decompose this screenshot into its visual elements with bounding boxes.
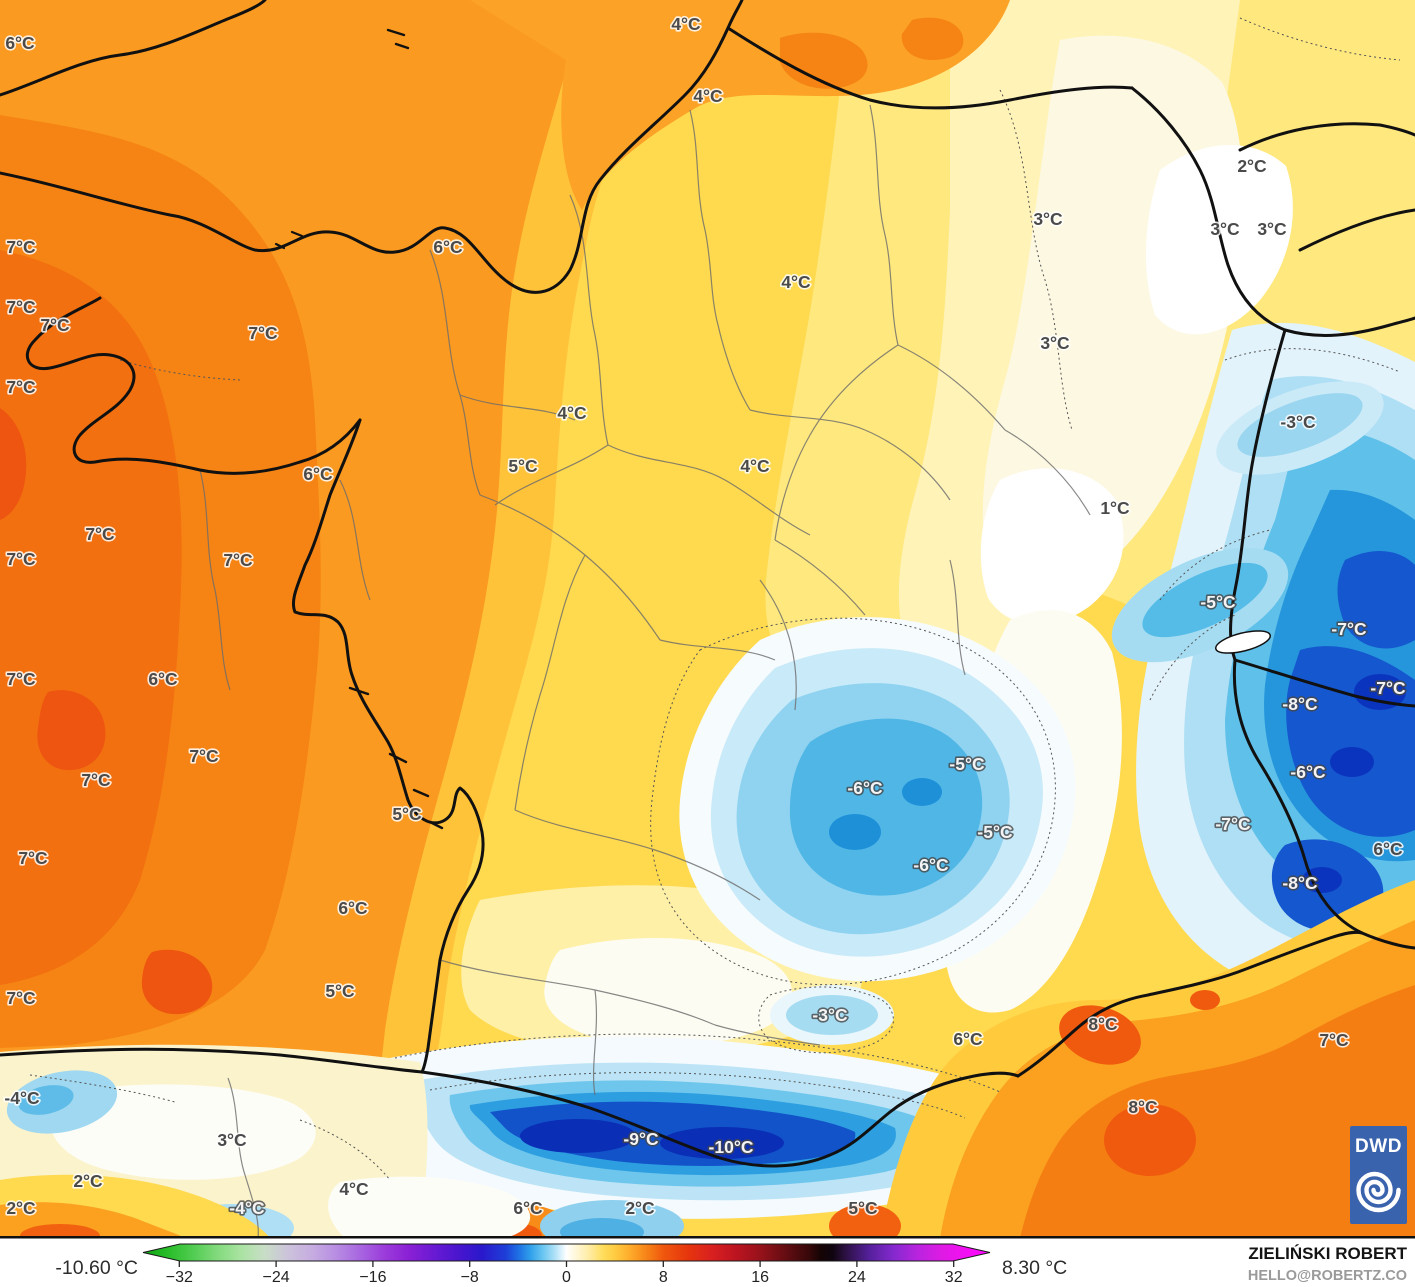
temp-label: 1°C xyxy=(1100,498,1130,518)
temp-label: 7°C xyxy=(81,770,111,790)
temp-label: 4°C xyxy=(781,272,811,292)
temp-label: 2°C xyxy=(6,1198,36,1218)
temp-label: 3°C xyxy=(217,1130,247,1150)
map-bottom-frame xyxy=(0,1236,1415,1239)
color-scale-bar xyxy=(142,1243,991,1262)
temp-label: 6°C xyxy=(148,669,178,689)
temp-label: 3°C xyxy=(1040,333,1070,353)
attribution: ZIELIŃSKI ROBERT HELLO@ROBERTZ.CO xyxy=(1248,1244,1408,1284)
temp-label: -5°C xyxy=(949,754,985,774)
temp-label: -6°C xyxy=(847,778,883,798)
temp-label: -3°C xyxy=(812,1005,848,1025)
temp-label: -6°C xyxy=(1290,762,1326,782)
temp-label: 4°C xyxy=(339,1179,369,1199)
temp-label: 6°C xyxy=(433,237,463,257)
lake-geneva xyxy=(1214,630,1272,654)
temp-label: -8°C xyxy=(1282,694,1318,714)
scale-tick-label: 16 xyxy=(751,1269,769,1286)
temp-label: -4°C xyxy=(4,1088,40,1108)
temp-label: 5°C xyxy=(392,804,422,824)
temp-label: 3°C xyxy=(1257,219,1287,239)
temp-label: 4°C xyxy=(693,86,723,106)
temp-label: 7°C xyxy=(40,315,70,335)
temp-label: -7°C xyxy=(1215,814,1251,834)
temp-label: -10°C xyxy=(709,1137,754,1157)
temp-label: -9°C xyxy=(623,1129,659,1149)
temp-label: -5°C xyxy=(977,822,1013,842)
temp-label: 3°C xyxy=(1033,209,1063,229)
temp-label: 7°C xyxy=(18,848,48,868)
temp-label: 4°C xyxy=(557,403,587,423)
temp-label: 7°C xyxy=(6,549,36,569)
scale-tick-label: 0 xyxy=(562,1269,571,1286)
temp-label: 6°C xyxy=(1373,839,1403,859)
temp-label: -8°C xyxy=(1282,873,1318,893)
temp-label: -4°C xyxy=(229,1198,265,1218)
temp-label: 7°C xyxy=(6,377,36,397)
temp-label: 7°C xyxy=(6,237,36,257)
temp-label: -7°C xyxy=(1370,678,1406,698)
temp-label: 7°C xyxy=(6,988,36,1008)
color-scale: −32 −24 −16 −8 0 8 16 24 32 -10.60 °C 8.30 °C xyxy=(55,1243,1067,1286)
temp-label: 6°C xyxy=(513,1198,543,1218)
scale-tick-label: −16 xyxy=(359,1269,386,1286)
temp-label: 4°C xyxy=(740,456,770,476)
temp-label: 6°C xyxy=(338,898,368,918)
scale-tick-label: 8 xyxy=(659,1269,668,1286)
temp-label: 6°C xyxy=(5,33,35,53)
contour-lines xyxy=(29,17,1401,1181)
temp-label: 8°C xyxy=(1128,1097,1158,1117)
temp-label: -5°C xyxy=(1200,592,1236,612)
temp-label: -6°C xyxy=(913,855,949,875)
dwd-logo: DWD xyxy=(1350,1126,1407,1224)
scale-tick-label: −32 xyxy=(166,1269,193,1286)
temp-label: 5°C xyxy=(508,456,538,476)
temp-label: 3°C xyxy=(1210,219,1240,239)
map-fill-regions xyxy=(0,0,1415,1256)
scale-tick-label: −8 xyxy=(461,1269,479,1286)
temp-label: 7°C xyxy=(6,297,36,317)
temp-label: 2°C xyxy=(1237,156,1267,176)
temp-label: 7°C xyxy=(1319,1030,1349,1050)
temp-label: 6°C xyxy=(303,464,333,484)
temp-label: 7°C xyxy=(85,524,115,544)
cyclone-spiral-icon xyxy=(1356,1171,1401,1213)
temp-label: 8°C xyxy=(1088,1014,1118,1034)
temp-label: 2°C xyxy=(73,1171,103,1191)
color-scale-ticks: −32 −24 −16 −8 0 8 16 24 32 xyxy=(166,1261,963,1286)
temp-label: 7°C xyxy=(189,746,219,766)
temp-label: -3°C xyxy=(1280,412,1316,432)
scale-min-value: -10.60 °C xyxy=(55,1257,138,1279)
temperature-labels: 6°C4°C4°C2°C3°C 3°C 3°C7°C 6°C4°C7°C7°C 7°C 3… xyxy=(3,12,1408,1219)
temp-label: 7°C xyxy=(223,550,253,570)
attribution-email: HELLO@ROBERTZ.CO xyxy=(1248,1268,1407,1284)
temp-label: -7°C xyxy=(1331,619,1367,639)
scale-tick-label: 24 xyxy=(848,1269,866,1286)
temp-label: 5°C xyxy=(848,1198,878,1218)
scale-tick-label: −24 xyxy=(263,1269,290,1286)
dwd-logo-text: DWD xyxy=(1355,1136,1402,1157)
temp-label: 7°C xyxy=(6,669,36,689)
attribution-name: ZIELIŃSKI ROBERT xyxy=(1248,1244,1407,1263)
temp-label: 7°C xyxy=(248,323,278,343)
temp-label: 5°C xyxy=(325,981,355,1001)
temp-label: 6°C xyxy=(953,1029,983,1049)
scale-tick-label: 32 xyxy=(945,1269,963,1286)
scale-max-value: 8.30 °C xyxy=(1002,1257,1067,1279)
temp-label: 2°C xyxy=(625,1198,655,1218)
coastlines-and-borders xyxy=(0,0,1415,1168)
temp-label: 4°C xyxy=(671,14,701,34)
